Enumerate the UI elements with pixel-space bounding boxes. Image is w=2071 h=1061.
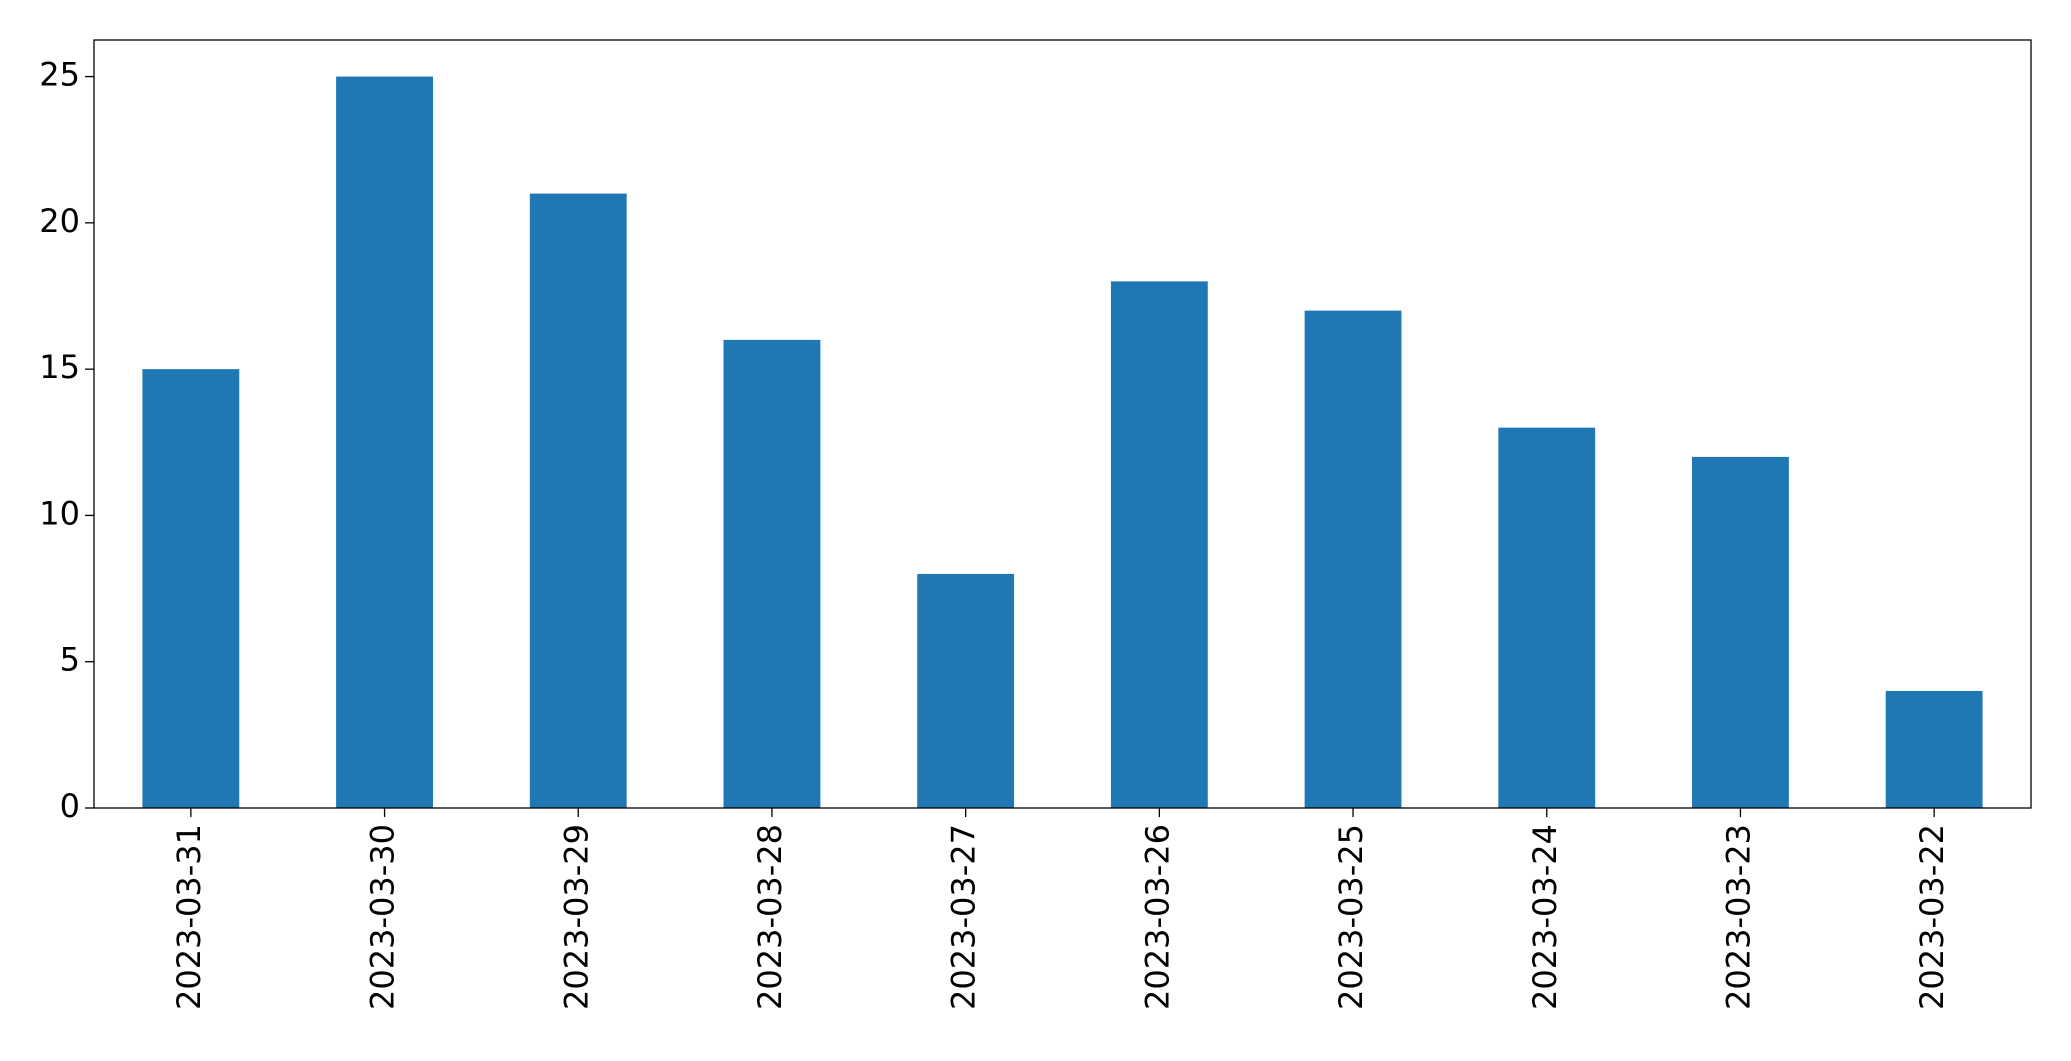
- x-tick-label: 2023-03-30: [364, 824, 402, 1010]
- bar: [1110, 281, 1208, 808]
- x-tick-label: 2023-03-22: [1913, 824, 1951, 1010]
- x-tick-label: 2023-03-31: [170, 824, 208, 1010]
- x-tick-label: 2023-03-24: [1526, 824, 1564, 1010]
- bar: [529, 193, 627, 809]
- bar: [917, 573, 1015, 808]
- bar: [1498, 427, 1596, 808]
- x-tick-label: 2023-03-28: [751, 824, 789, 1010]
- bar: [142, 369, 240, 808]
- plot-frame: [93, 39, 2032, 809]
- x-tick-label: 2023-03-26: [1138, 824, 1176, 1010]
- y-tick-label: 15: [39, 348, 80, 386]
- bar: [336, 76, 433, 809]
- bar: [723, 339, 821, 808]
- y-tick-label: 25: [39, 56, 80, 94]
- x-tick-label: 2023-03-29: [557, 824, 595, 1010]
- bar: [1885, 690, 1983, 808]
- x-tick-label: 2023-03-23: [1719, 824, 1757, 1010]
- y-tick-label: 20: [39, 202, 80, 240]
- x-tick-label: 2023-03-25: [1332, 824, 1370, 1010]
- x-tick-label: 2023-03-27: [945, 824, 983, 1010]
- y-tick-label: 0: [60, 787, 80, 825]
- y-tick-label: 10: [39, 494, 80, 532]
- bar: [1692, 456, 1789, 808]
- bar: [1304, 310, 1402, 808]
- y-tick-label: 5: [60, 641, 80, 679]
